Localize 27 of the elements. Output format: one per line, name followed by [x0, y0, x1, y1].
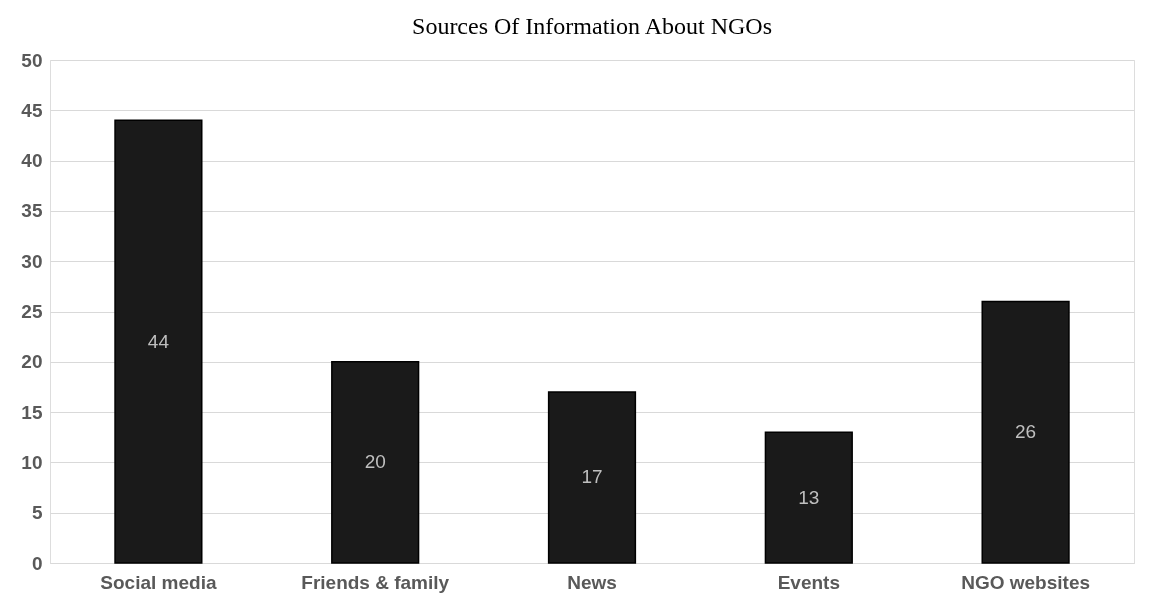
y-tick-label: 5 — [31, 502, 43, 524]
bar — [114, 119, 203, 564]
x-tick-label: News — [567, 571, 617, 593]
data-label: 20 — [364, 451, 386, 473]
data-label: 17 — [581, 466, 603, 488]
y-tick-label: 25 — [21, 301, 43, 322]
x-tick-label: Social media — [100, 571, 217, 593]
y-tick-label: 40 — [21, 150, 43, 172]
y-tick-label: 0 — [31, 552, 43, 574]
y-tick-label: 50 — [21, 49, 43, 71]
data-label: 26 — [1015, 421, 1037, 443]
y-tick-label: 35 — [21, 200, 43, 222]
bar — [981, 300, 1070, 564]
x-tick-label: Friends & family — [301, 571, 450, 593]
bar — [764, 431, 853, 564]
y-tick-label: 15 — [21, 401, 43, 423]
data-label: 13 — [798, 486, 820, 508]
y-tick-label: 30 — [21, 250, 43, 272]
y-tick-label: 10 — [21, 451, 43, 473]
data-label: 44 — [147, 330, 170, 352]
x-tick-label: Events — [777, 571, 840, 593]
x-tick-label: NGO websites — [961, 571, 1091, 593]
bar — [547, 391, 637, 564]
chart-title: Sources Of Information About NGOs — [412, 13, 772, 39]
y-tick-label: 20 — [21, 351, 43, 373]
y-tick-label: 45 — [21, 99, 43, 121]
bar — [331, 361, 420, 564]
